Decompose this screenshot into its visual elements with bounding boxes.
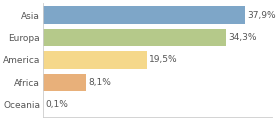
- Text: 19,5%: 19,5%: [149, 55, 178, 64]
- Bar: [43, 51, 147, 69]
- Text: 37,9%: 37,9%: [247, 11, 276, 20]
- Text: 8,1%: 8,1%: [88, 78, 111, 87]
- Text: 0,1%: 0,1%: [46, 100, 69, 109]
- Text: 34,3%: 34,3%: [228, 33, 256, 42]
- Bar: [43, 74, 86, 91]
- Bar: [43, 6, 245, 24]
- Bar: [43, 29, 226, 46]
